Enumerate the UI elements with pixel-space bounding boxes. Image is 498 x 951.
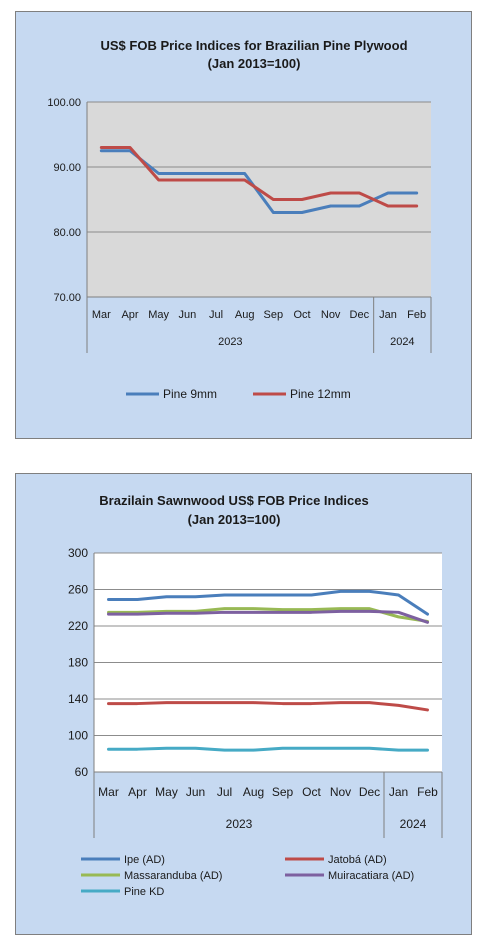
legend-label: Massaranduba (AD)	[124, 870, 222, 882]
series-line-0	[107, 589, 429, 616]
y-tick-label: 60	[75, 765, 89, 779]
plywood-chart-panel: US$ FOB Price Indices for Brazilian Pine…	[15, 11, 472, 439]
series-line-1	[99, 146, 419, 208]
x-tick-label: Feb	[417, 785, 438, 799]
y-tick-label: 300	[68, 546, 88, 560]
x-tick-label: Apr	[121, 309, 138, 321]
x-tick-label: May	[155, 785, 178, 799]
x-tick-label: Nov	[330, 785, 351, 799]
x-tick-label: Aug	[243, 785, 264, 799]
year-label: 2024	[400, 817, 427, 831]
y-tick-label: 90.00	[53, 162, 81, 174]
x-tick-label: Jun	[178, 309, 196, 321]
x-tick-label: Apr	[128, 785, 147, 799]
legend-label: Jatobá (AD)	[328, 854, 387, 866]
y-tick-label: 260	[68, 583, 88, 597]
x-tick-label: Oct	[293, 309, 310, 321]
sawnwood-chart: Brazilain Sawnwood US$ FOB Price Indices…	[68, 493, 443, 898]
x-tick-label: Dec	[350, 309, 370, 321]
x-tick-label: Dec	[359, 785, 380, 799]
chart-subtitle: (Jan 2013=100)	[208, 56, 301, 71]
y-tick-label: 80.00	[53, 227, 81, 239]
y-tick-label: 70.00	[53, 292, 81, 304]
chart-title: US$ FOB Price Indices for Brazilian Pine…	[100, 38, 407, 53]
x-tick-label: Nov	[321, 309, 341, 321]
year-label: 2023	[218, 336, 242, 348]
x-tick-label: May	[148, 309, 169, 321]
legend-label: Muiracatiara (AD)	[328, 870, 414, 882]
legend-label: Ipe (AD)	[124, 854, 165, 866]
year-label: 2023	[226, 817, 253, 831]
legend-label: Pine KD	[124, 886, 164, 898]
y-tick-label: 140	[68, 692, 88, 706]
plot-area	[87, 102, 431, 297]
y-tick-label: 180	[68, 656, 88, 670]
x-tick-label: Jan	[379, 309, 397, 321]
x-tick-label: Mar	[92, 309, 111, 321]
series-line-1	[107, 701, 429, 712]
year-label: 2024	[390, 336, 414, 348]
x-tick-label: Oct	[302, 785, 321, 799]
series-line-4	[107, 746, 429, 752]
y-tick-label: 220	[68, 619, 88, 633]
x-tick-label: Sep	[264, 309, 284, 321]
y-tick-label: 100.00	[47, 97, 81, 109]
x-tick-label: Aug	[235, 309, 255, 321]
chart-title: Brazilain Sawnwood US$ FOB Price Indices	[99, 493, 368, 508]
sawnwood-chart-panel: Brazilain Sawnwood US$ FOB Price Indices…	[15, 473, 472, 935]
x-tick-label: Feb	[407, 309, 426, 321]
y-tick-label: 100	[68, 729, 88, 743]
x-tick-label: Jul	[217, 785, 232, 799]
plywood-chart: US$ FOB Price Indices for Brazilian Pine…	[47, 38, 432, 401]
series-line-2	[107, 607, 429, 623]
x-tick-label: Mar	[98, 785, 119, 799]
x-tick-label: Jan	[389, 785, 408, 799]
series-line-0	[99, 149, 419, 214]
x-tick-label: Jun	[186, 785, 205, 799]
x-tick-label: Jul	[209, 309, 223, 321]
chart-subtitle: (Jan 2013=100)	[188, 512, 281, 527]
legend-label: Pine 9mm	[163, 387, 217, 401]
x-tick-label: Sep	[272, 785, 294, 799]
series-line-3	[107, 609, 429, 624]
legend-label: Pine 12mm	[290, 387, 351, 401]
